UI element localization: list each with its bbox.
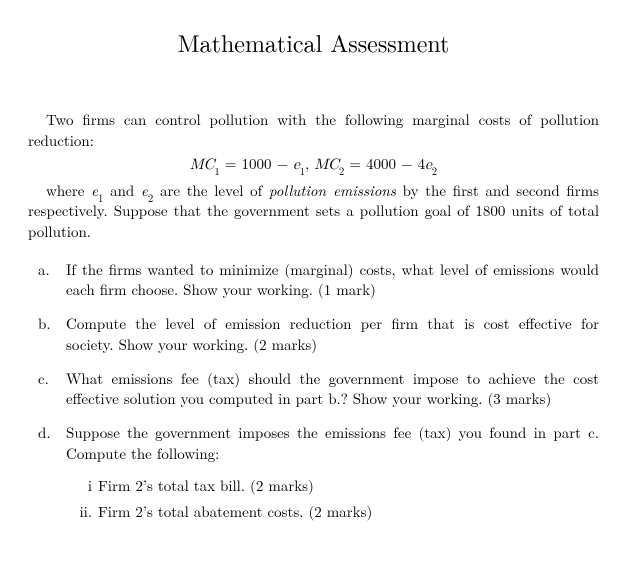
p2-s1: 1 bbox=[98, 191, 103, 206]
eq-esub2: 2 bbox=[432, 167, 437, 178]
document-page: Mathematical Assessment Two firms can co… bbox=[0, 0, 627, 528]
list-item-d: d. Suppose the government imposes the em… bbox=[28, 423, 599, 528]
p2-and: and bbox=[103, 180, 141, 201]
eq-eq2: = 4000 − 4 bbox=[344, 157, 425, 172]
list-item-a: a. If the firms wanted to minimize (marg… bbox=[28, 260, 599, 301]
p2-e1: e bbox=[91, 180, 98, 201]
intro-paragraph-1: Two firms can control pollution with the… bbox=[28, 110, 599, 151]
p2-ital: pollution emissions bbox=[269, 180, 396, 201]
p2-s2: 2 bbox=[148, 191, 153, 206]
item-label-d: d. bbox=[28, 423, 66, 528]
eq-esub1: 1 bbox=[300, 167, 305, 178]
list-item-c: c. What emissions fee (tax) should the g… bbox=[28, 369, 599, 410]
intro-paragraph-2: where e1 and e2 are the level of polluti… bbox=[28, 181, 599, 242]
eq-e1: e bbox=[293, 157, 300, 172]
sub-item-i: i Firm 2’s total tax bill. (2 marks) bbox=[66, 476, 599, 496]
sub-list: i Firm 2’s total tax bill. (2 marks) ii.… bbox=[66, 476, 599, 523]
page-title: Mathematical Assessment bbox=[28, 26, 599, 58]
equation-line: MC1 = 1000 − e1, MC2 = 4000 − 4e2 bbox=[28, 155, 599, 175]
p2-e2: e bbox=[141, 180, 148, 201]
p2-pre: where bbox=[46, 180, 91, 201]
sub-body-i: Firm 2’s total tax bill. (2 marks) bbox=[98, 476, 599, 496]
item-body-c: What emissions fee (tax) should the gove… bbox=[66, 369, 599, 410]
item-body-b: Compute the level of emission reduction … bbox=[66, 314, 599, 355]
sub-label-ii: ii. bbox=[66, 502, 92, 522]
eq-comma: , bbox=[305, 157, 314, 172]
item-d-text: Suppose the government imposes the emiss… bbox=[66, 422, 599, 463]
item-body-a: If the firms wanted to minimize (margina… bbox=[66, 260, 599, 301]
item-label-b: b. bbox=[28, 314, 66, 355]
eq-mc2: MC bbox=[314, 157, 339, 172]
item-label-c: c. bbox=[28, 369, 66, 410]
eq-mc1: MC bbox=[190, 157, 215, 172]
eq-e2: e bbox=[425, 157, 432, 172]
sub-label-i: i bbox=[66, 476, 92, 496]
eq-sub2: 2 bbox=[339, 167, 344, 178]
list-item-b: b. Compute the level of emission reducti… bbox=[28, 314, 599, 355]
item-label-a: a. bbox=[28, 260, 66, 301]
sub-body-ii: Firm 2’s total abatement costs. (2 marks… bbox=[98, 502, 599, 522]
eq-eq1: = 1000 − bbox=[220, 157, 293, 172]
p2-mid: are the level of bbox=[153, 180, 269, 201]
item-body-d: Suppose the government imposes the emiss… bbox=[66, 423, 599, 528]
question-list: a. If the firms wanted to minimize (marg… bbox=[28, 260, 599, 529]
eq-sub1: 1 bbox=[214, 167, 219, 178]
sub-item-ii: ii. Firm 2’s total abatement costs. (2 m… bbox=[66, 502, 599, 522]
